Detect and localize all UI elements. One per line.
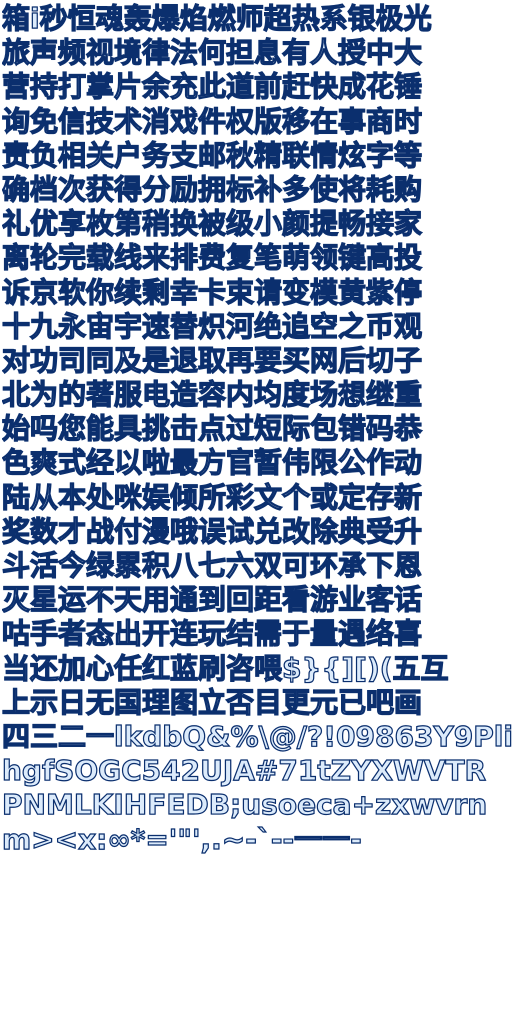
glyph-row: 礼优享枚第稍换被级小颜提畅接家 [2, 207, 423, 241]
glyph-row: 北为的著服电造容内均度场想继重 [2, 378, 423, 412]
glyph-row: hgfSOGC542UJA#71tZYXWVTR [2, 754, 487, 788]
glyph-row: 箱i秒恒魂轰爆焰燃师超热系银极光 [2, 2, 432, 36]
glyph-row: 陆从本处咪娱倾所彩文个或定存新 [2, 480, 423, 515]
glyph-row: 营持打掌片余充此道前赶快成花锤 [2, 70, 423, 104]
glyph-row: 确档次获得分励拥标补多使将耗购 [2, 172, 423, 207]
glyph-row: 上示日无国理图立否目更元已吧画 [2, 685, 423, 720]
glyph-row: m><x:∞*='"',.~-`--一一- [2, 822, 362, 857]
glyph-row: 斗活今绿累积八七六双可环承下恩 [2, 549, 423, 583]
glyph-row: PNMLKIHFEDB;usoeca+zxwvrn [2, 788, 488, 822]
glyph-row: 当还加心任红蓝刷咨喂$}{][)(五互 [2, 651, 449, 686]
glyph-row: 诉京软你续剩幸卡束请变模黄紫停 [2, 275, 423, 310]
glyph-row: 询免信技术消戏件权版移在事商时 [2, 104, 423, 139]
glyph-row: 色爽式经以啦最方官暂伟限公作动 [2, 446, 423, 480]
glyph-row: 十九永宙宇速替炽河绝追空之币观 [2, 309, 423, 344]
glyph-row: 离轮完载线来排费复笔萌领键高投 [2, 241, 423, 275]
glyph-row: 灭星运不天用通到回距看游业客话 [2, 583, 423, 617]
glyph-row: 四三二一lkdbQ&%\@/?!09863Y9Pli [2, 719, 512, 754]
glyph-row: 奖数才战付漫哦误试兑改除典受升 [2, 514, 423, 549]
glyph-row: 责负相关户务支邮秋精联情炫字等 [2, 138, 423, 173]
glyph-row: 对功司同及是退取再要买网后切子 [2, 343, 423, 378]
glyph-row: 始吗您能具挑击点过短际包错码恭 [2, 412, 423, 446]
glyph-row: 旅声频视境律法何担息有人授中大 [2, 36, 423, 70]
glyph-sheet: 箱i秒恒魂轰爆焰燃师超热系银极光 旅声频视境律法何担息有人授中大 营持打掌片余充… [2, 2, 512, 857]
glyph-row: 咕手者态出开连玩结需于量遇络喜 [2, 617, 423, 651]
